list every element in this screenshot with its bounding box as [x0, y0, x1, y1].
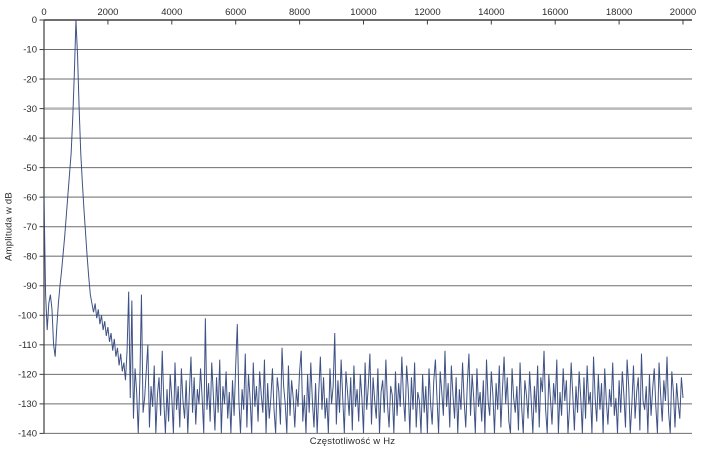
- x-tick-label: 16000: [542, 7, 568, 18]
- x-tick-label: 4000: [161, 7, 182, 18]
- y-tick-label: -50: [23, 163, 37, 174]
- y-tick-label: -40: [23, 133, 37, 144]
- y-tick-label: -130: [18, 399, 37, 410]
- y-tick-label: -110: [19, 340, 37, 351]
- y-axis-title: Amplituda w dB: [3, 192, 15, 261]
- y-tick-label: -70: [23, 222, 37, 233]
- y-tick-label: -30: [23, 104, 37, 115]
- x-tick-label: 20000: [670, 7, 696, 18]
- x-tick-label: 18000: [606, 7, 632, 18]
- x-tick-label: 6000: [225, 7, 246, 18]
- x-tick-label: 8000: [289, 7, 310, 18]
- y-tick-label: -80: [23, 251, 37, 262]
- y-tick-label: -60: [23, 192, 37, 203]
- y-tick-label: 0: [32, 15, 37, 26]
- x-tick-label: 0: [41, 7, 46, 18]
- y-tick-label: -120: [18, 370, 37, 381]
- y-tick-label: -10: [23, 45, 37, 56]
- y-tick-label: -140: [18, 429, 37, 440]
- x-tick-label: 2000: [97, 7, 118, 18]
- x-axis-title: Częstotliwość w Hz: [309, 436, 396, 447]
- x-tick-label: 10000: [350, 7, 376, 18]
- x-tick-label: 14000: [478, 7, 504, 18]
- y-tick-label: -90: [23, 281, 37, 292]
- y-tick-label: -100: [18, 310, 37, 321]
- x-tick-label: 12000: [414, 7, 440, 18]
- spectrum-line: [43, 19, 684, 434]
- y-tick-label: -20: [23, 74, 37, 85]
